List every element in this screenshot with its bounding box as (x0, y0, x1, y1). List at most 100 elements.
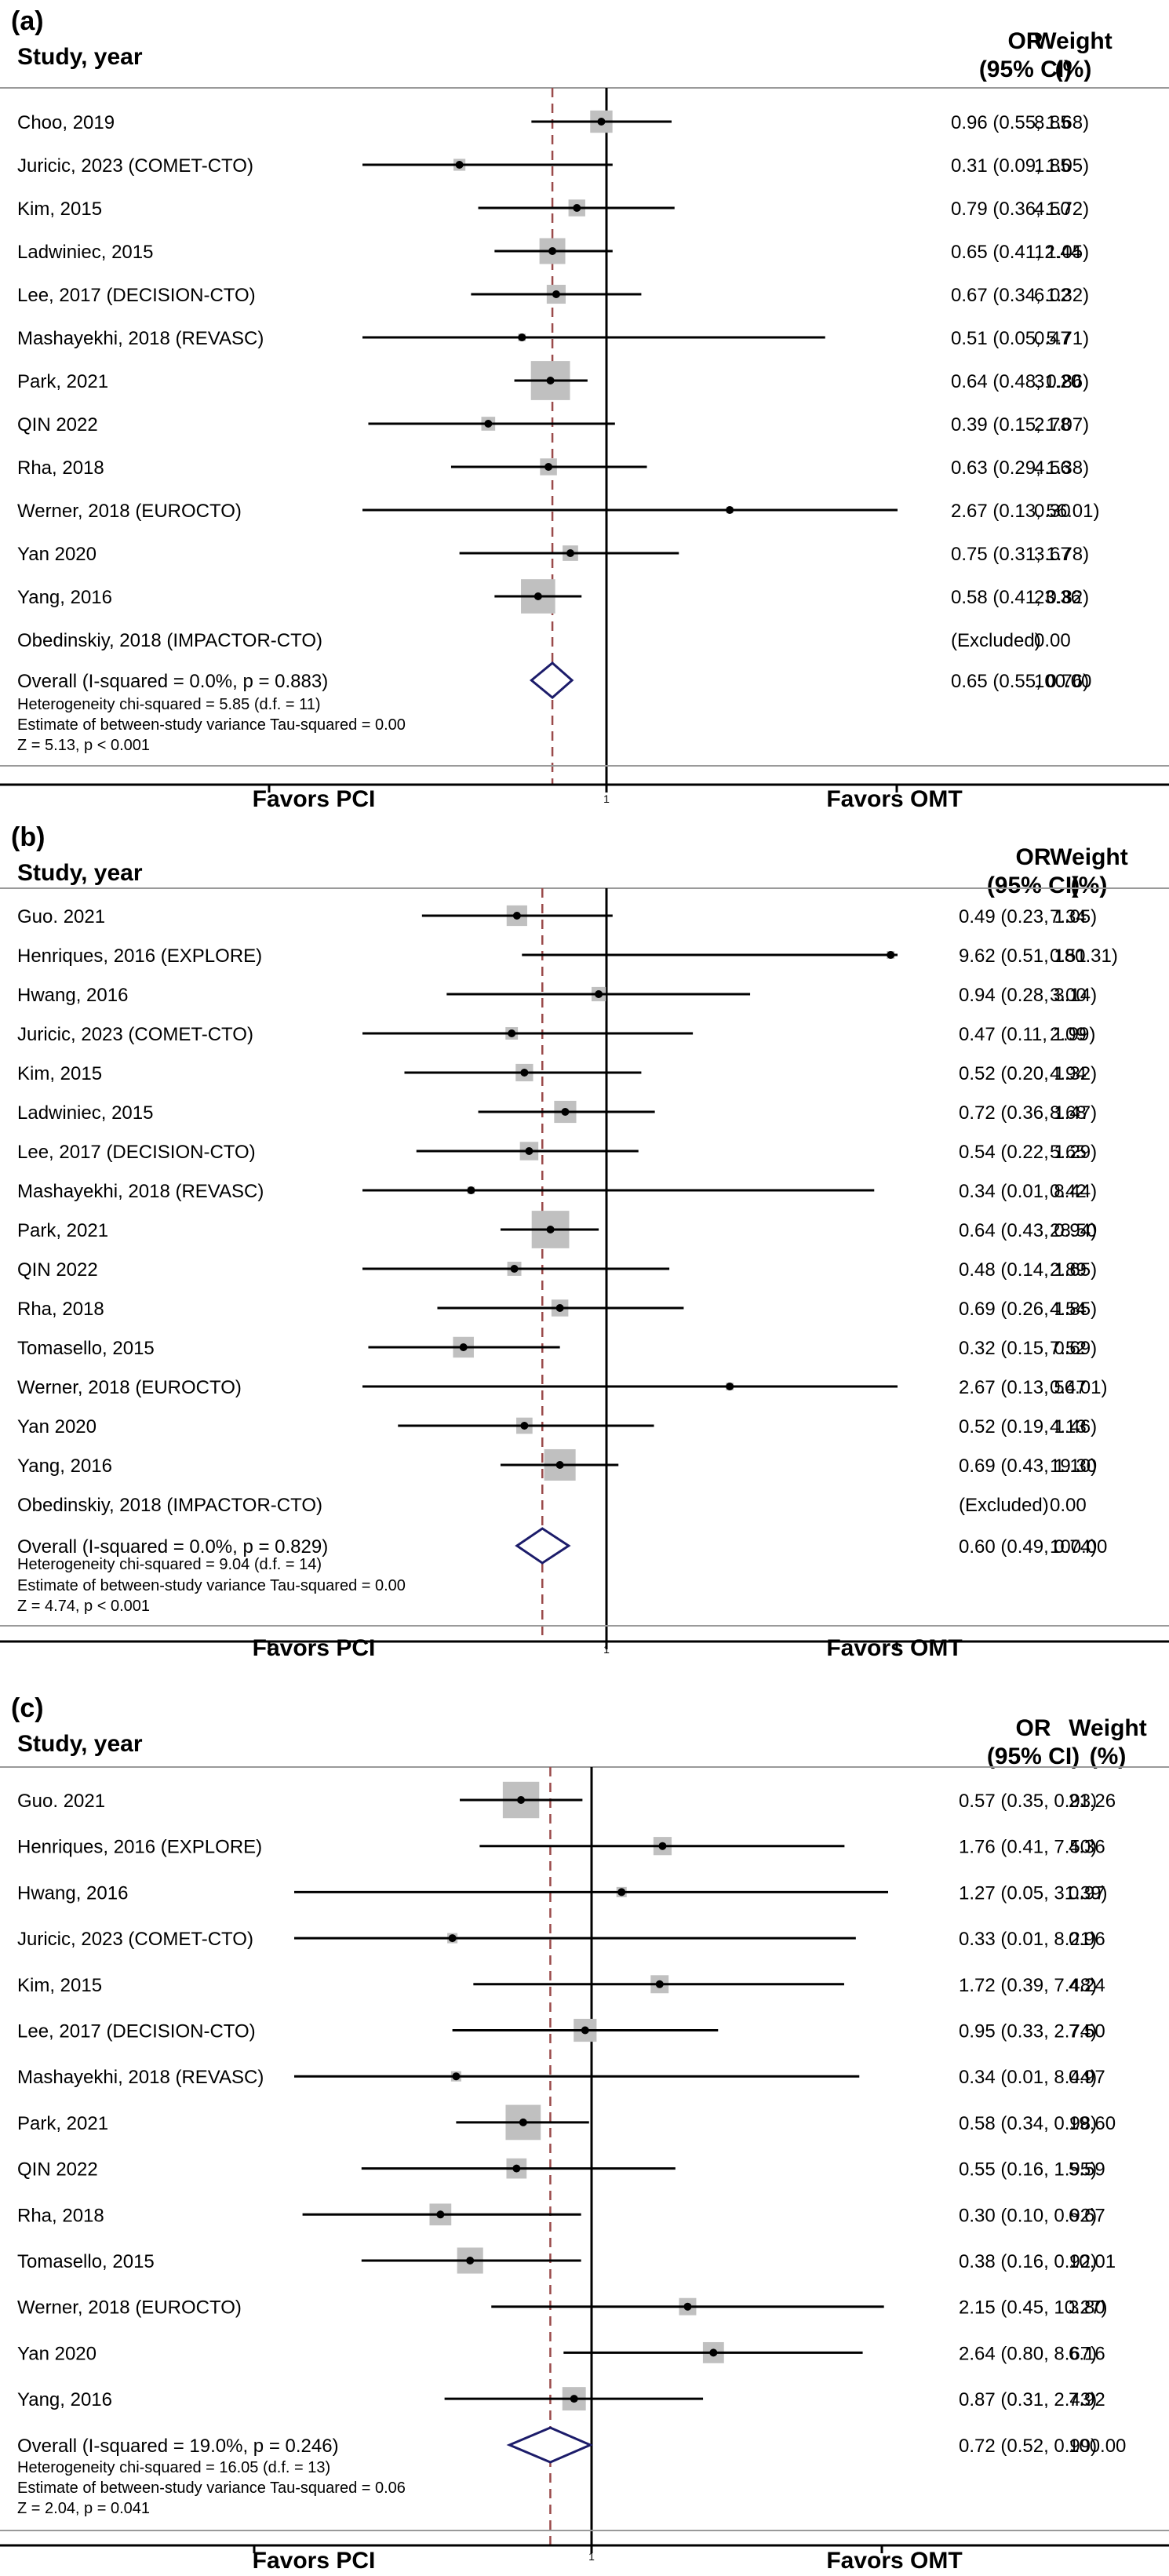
study-weight: 0.00 (1034, 630, 1071, 651)
study-name: Guo. 2021 (17, 906, 105, 927)
header-or: OR (1016, 844, 1051, 870)
study-or-ci: 0.58 (0.34, 0.98) (959, 2113, 1097, 2134)
study-point (548, 247, 557, 255)
axis-tick-label: 1 (603, 792, 610, 805)
study-name: Juricic, 2023 (COMET-CTO) (17, 155, 253, 177)
study-name: Yan 2020 (17, 1416, 97, 1437)
study-or-ci: (Excluded) (951, 630, 1041, 651)
study-point (561, 1108, 570, 1116)
study-point (519, 2118, 527, 2126)
study-weight: 3.00 (1050, 985, 1087, 1006)
study-weight: 8.68 (1050, 1102, 1087, 1124)
study-or-ci: 0.34 (0.01, 8.44) (959, 1181, 1097, 1202)
study-weight: 7.34 (1050, 906, 1087, 927)
panel-label: (b) (11, 822, 45, 852)
header-weight-unit: (%) (1090, 1743, 1127, 1769)
study-point (552, 290, 560, 298)
study-or-ci: 0.52 (0.19, 1.46) (959, 1416, 1097, 1437)
heterogeneity-note: Estimate of between-study variance Tau-s… (17, 2479, 406, 2497)
study-name: Tomasello, 2015 (17, 1338, 155, 1359)
study-name: Obedinskiy, 2018 (IMPACTOR-CTO) (17, 1495, 322, 1516)
study-weight: 31.20 (1034, 371, 1081, 392)
study-name: Lee, 2017 (DECISION-CTO) (17, 1142, 256, 1163)
axis-tick-label: 1 (603, 1643, 610, 1656)
study-or-ci: 0.48 (0.14, 1.65) (959, 1259, 1097, 1281)
study-weight: 4.54 (1050, 1299, 1087, 1320)
study-or-ci: 2.67 (0.13, 56.01) (951, 501, 1099, 522)
study-or-ci: 0.72 (0.36, 1.47) (959, 1102, 1097, 1124)
study-name: Obedinskiy, 2018 (IMPACTOR-CTO) (17, 630, 322, 651)
study-or-ci: 2.64 (0.80, 8.67) (959, 2343, 1097, 2364)
study-name: Park, 2021 (17, 2113, 108, 2134)
study-weight: 28.50 (1050, 1220, 1097, 1241)
study-name: Henriques, 2016 (EXPLORE) (17, 1837, 262, 1858)
study-or-ci: 0.47 (0.11, 1.99) (959, 1024, 1095, 1045)
study-weight: 0.51 (1050, 946, 1087, 967)
study-point (459, 1343, 468, 1351)
study-or-ci: 0.95 (0.33, 2.74) (959, 2021, 1097, 2042)
overall-or-ci: 0.65 (0.55, 0.76) (951, 671, 1089, 692)
study-or-ci: 0.33 (0.01, 8.21) (959, 1929, 1097, 1950)
study-name: Rha, 2018 (17, 2205, 104, 2226)
study-point (512, 2164, 521, 2173)
study-weight: 2.78 (1034, 414, 1071, 435)
study-name: Mashayekhi, 2018 (REVASC) (17, 328, 264, 349)
study-name: Yang, 2016 (17, 2389, 112, 2410)
study-weight: 0.30 (1034, 501, 1071, 522)
overall-weight: 100.00 (1050, 1536, 1107, 1558)
overall-label: Overall (I-squared = 0.0%, p = 0.883) (17, 671, 328, 692)
study-name: Mashayekhi, 2018 (REVASC) (17, 2067, 264, 2088)
study-or-ci: 0.31 (0.09, 1.05) (951, 155, 1089, 177)
panel-label: (a) (11, 6, 44, 36)
study-or-ci: 0.64 (0.48, 0.86) (951, 371, 1089, 392)
study-weight: 2.09 (1050, 1024, 1087, 1045)
study-name: Yan 2020 (17, 2343, 97, 2364)
header-ci: (95% CI) (987, 1743, 1080, 1769)
study-point (525, 1147, 534, 1155)
panel-label: (c) (11, 1693, 44, 1723)
header-or: OR (1016, 1715, 1051, 1741)
study-name: Ladwiniec, 2015 (17, 242, 153, 263)
study-weight: 7.50 (1069, 2021, 1105, 2042)
header-weight: Weight (1034, 28, 1112, 54)
study-weight: 2.89 (1050, 1259, 1087, 1281)
heterogeneity-note: Estimate of between-study variance Tau-s… (17, 716, 406, 734)
study-or-ci: 0.67 (0.34, 1.32) (951, 285, 1089, 306)
study-or-ci: 0.94 (0.28, 3.14) (959, 985, 1097, 1006)
overall-weight: 100.00 (1034, 671, 1091, 692)
study-point (518, 333, 526, 341)
study-point (467, 1186, 475, 1194)
study-point (512, 912, 521, 920)
study-name: Juricic, 2023 (COMET-CTO) (17, 1929, 253, 1950)
heterogeneity-note: Z = 5.13, p < 0.001 (17, 737, 150, 754)
overall-diamond (529, 661, 574, 699)
study-name: Werner, 2018 (EUROCTO) (17, 2297, 242, 2319)
study-point (573, 204, 581, 212)
study-weight: 4.36 (1069, 1837, 1105, 1858)
header-study: Study, year (17, 1731, 143, 1757)
study-name: Rha, 2018 (17, 1299, 104, 1320)
study-or-ci: 0.63 (0.29, 1.38) (951, 457, 1089, 479)
study-point (570, 2395, 578, 2403)
overall-label: Overall (I-squared = 0.0%, p = 0.829) (17, 1536, 328, 1558)
study-or-ci: 0.34 (0.01, 8.44) (959, 2067, 1097, 2088)
study-or-ci: 2.67 (0.13, 56.01) (959, 1377, 1107, 1398)
study-or-ci: 0.69 (0.43, 1.10) (959, 1456, 1097, 1477)
axis-tick-label: 1 (588, 2550, 595, 2563)
study-weight: 6.67 (1069, 2205, 1105, 2226)
study-or-ci: 9.62 (0.51, 180.31) (959, 946, 1118, 967)
study-point (555, 1304, 564, 1312)
study-name: Werner, 2018 (EUROCTO) (17, 1377, 242, 1398)
study-point (520, 1422, 529, 1430)
study-name: Park, 2021 (17, 371, 108, 392)
study-or-ci: 0.87 (0.31, 2.43) (959, 2389, 1097, 2410)
study-point (726, 1383, 734, 1390)
study-point (617, 1888, 626, 1896)
study-name: Ladwiniec, 2015 (17, 1102, 153, 1124)
favors-pci-label: Favors PCI (253, 1635, 376, 1661)
study-or-ci: 0.96 (0.55, 1.68) (951, 112, 1089, 133)
study-weight: 0.47 (1050, 1377, 1087, 1398)
study-or-ci: (Excluded) (959, 1495, 1049, 1516)
heterogeneity-note: Heterogeneity chi-squared = 9.04 (d.f. =… (17, 1556, 322, 1573)
study-name: Lee, 2017 (DECISION-CTO) (17, 2021, 256, 2042)
